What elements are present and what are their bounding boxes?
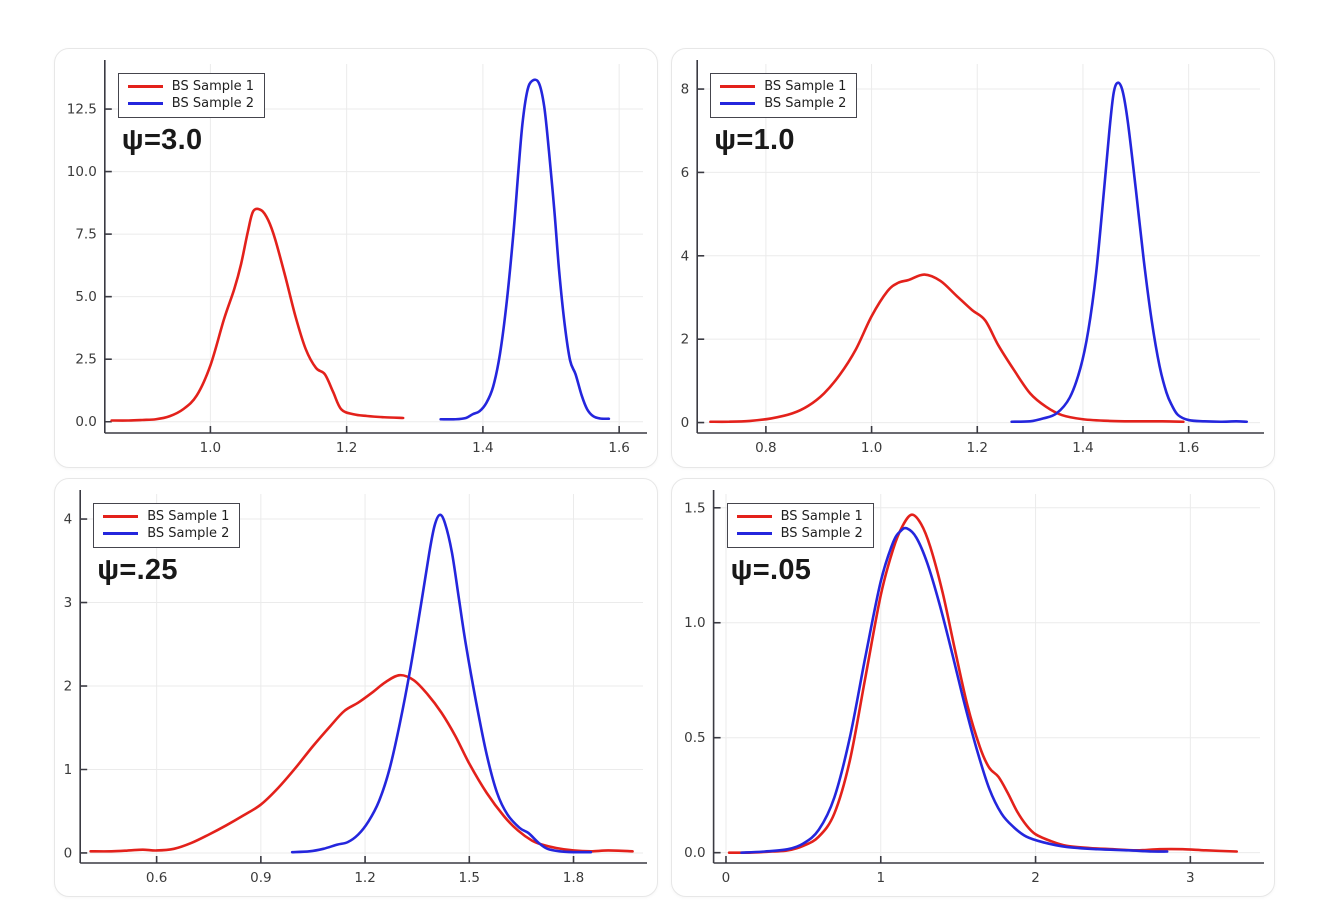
y-tick-label: 7.5 [75, 227, 96, 243]
x-tick-label: 0.8 [755, 440, 776, 456]
legend-label-sample-2: BS Sample 2 [171, 96, 255, 111]
x-tick-label: 1.6 [1178, 440, 1199, 456]
plot-panel: 0 2 4 6 8 0.8 1.0 1.2 1.4 1.6 BS Sample 1 BS Samp… [671, 48, 1275, 468]
kde-curve-sample-2 [290, 513, 593, 854]
y-tick-label: 0 [64, 845, 73, 861]
x-tick-label: 1.4 [1072, 440, 1093, 456]
legend-box: BS Sample 1 BS Sample 2 [117, 73, 266, 118]
legend-entry-sample-2: BS Sample 2 [736, 525, 863, 542]
y-tick-label: 4 [64, 511, 73, 527]
x-tick-label: 1.5 [459, 870, 480, 886]
psi-annotation: ψ=.05 [730, 553, 812, 586]
x-tick-label: 2 [1031, 870, 1040, 886]
legend-entry-sample-1: BS Sample 1 [720, 78, 846, 95]
plot-grid: 0.0 2.5 5.0 7.5 10.0 12.5 1.0 1.2 1.4 1.6 BS Samp… [54, 48, 1275, 897]
legend-line-sample-1-icon [736, 514, 772, 518]
y-tick-label: 0.0 [75, 414, 96, 430]
x-tick-label: 1 [876, 870, 885, 886]
psi-annotation: ψ=3.0 [121, 124, 203, 156]
legend-box: BS Sample 1 BS Sample 2 [726, 502, 874, 548]
legend-label-sample-1: BS Sample 1 [780, 508, 863, 524]
y-tick-label: 5.0 [75, 289, 96, 305]
psi-annotation: ψ=.25 [97, 553, 178, 586]
legend-line-sample-2-icon [103, 531, 139, 535]
legend-line-sample-2-icon [127, 102, 163, 105]
legend-label-sample-2: BS Sample 2 [764, 96, 847, 111]
y-tick-label: 6 [681, 165, 690, 181]
y-tick-label: 1.0 [684, 615, 705, 631]
x-tick-label: 1.8 [563, 870, 584, 886]
x-tick-label: 1.2 [336, 440, 357, 456]
legend-entry-sample-2: BS Sample 2 [127, 95, 255, 112]
legend-label-sample-2: BS Sample 2 [780, 525, 863, 541]
psi-annotation: ψ=1.0 [714, 124, 795, 156]
x-tick-label: 0.9 [250, 870, 271, 886]
kde-curve-sample-1 [110, 207, 405, 422]
legend-entry-sample-2: BS Sample 2 [103, 525, 229, 542]
y-tick-label: 0 [681, 415, 690, 431]
plot-panel: 0.0 0.5 1.0 1.5 0 1 2 3 BS Sample 1 BS Sample 2… [671, 477, 1275, 897]
legend-line-sample-2-icon [736, 531, 772, 535]
x-tick-label: 1.0 [200, 440, 221, 456]
legend-label-sample-1: BS Sample 1 [764, 79, 847, 94]
y-tick-label: 8 [681, 82, 690, 98]
x-tick-label: 1.4 [472, 440, 493, 456]
x-tick-label: 1.2 [967, 440, 988, 456]
plot-panel: 0 1 2 3 4 0.6 0.9 1.2 1.5 1.8 BS Sample 1 BS Samp… [54, 477, 658, 897]
x-tick-label: 3 [1186, 870, 1195, 886]
legend-line-sample-1-icon [103, 514, 139, 518]
x-tick-label: 0.6 [146, 870, 167, 886]
legend-line-sample-1-icon [127, 85, 163, 88]
kde-curve-sample-2 [740, 526, 1169, 854]
kde-curve-sample-2 [1010, 81, 1249, 424]
y-tick-label: 4 [681, 248, 690, 264]
x-tick-label: 1.0 [861, 440, 882, 456]
legend-box: BS Sample 1 BS Sample 2 [710, 73, 858, 118]
y-tick-label: 2 [681, 332, 690, 348]
legend-entry-sample-1: BS Sample 1 [103, 508, 229, 525]
x-tick-label: 1.6 [608, 440, 629, 456]
kde-curve-sample-2 [439, 78, 611, 421]
y-tick-label: 0.0 [684, 845, 705, 861]
x-tick-label: 0 [722, 870, 731, 886]
x-tick-label: 1.2 [354, 870, 375, 886]
legend-label-sample-1: BS Sample 1 [171, 79, 255, 94]
legend-entry-sample-1: BS Sample 1 [127, 78, 255, 95]
y-tick-label: 0.5 [684, 730, 705, 746]
y-tick-label: 1 [64, 761, 73, 777]
legend-label-sample-1: BS Sample 1 [147, 508, 230, 524]
y-tick-label: 2 [64, 678, 73, 694]
y-tick-label: 1.5 [684, 500, 705, 516]
legend-box: BS Sample 1 BS Sample 2 [93, 502, 241, 548]
y-tick-label: 2.5 [75, 352, 96, 368]
kde-curve-sample-1 [709, 273, 1185, 424]
legend-line-sample-1-icon [720, 85, 756, 88]
legend-entry-sample-1: BS Sample 1 [736, 508, 863, 525]
y-tick-label: 10.0 [67, 164, 97, 180]
legend-entry-sample-2: BS Sample 2 [720, 95, 846, 112]
plot-svg: 0 1 2 3 4 0.6 0.9 1.2 1.5 1.8 [64, 489, 647, 886]
kde-curve-sample-1 [89, 673, 634, 853]
legend-label-sample-2: BS Sample 2 [147, 525, 230, 541]
plot-panel: 0.0 2.5 5.0 7.5 10.0 12.5 1.0 1.2 1.4 1.6 BS Samp… [54, 48, 658, 468]
y-tick-label: 12.5 [67, 102, 97, 118]
y-tick-label: 3 [64, 595, 73, 611]
legend-line-sample-2-icon [720, 102, 756, 105]
